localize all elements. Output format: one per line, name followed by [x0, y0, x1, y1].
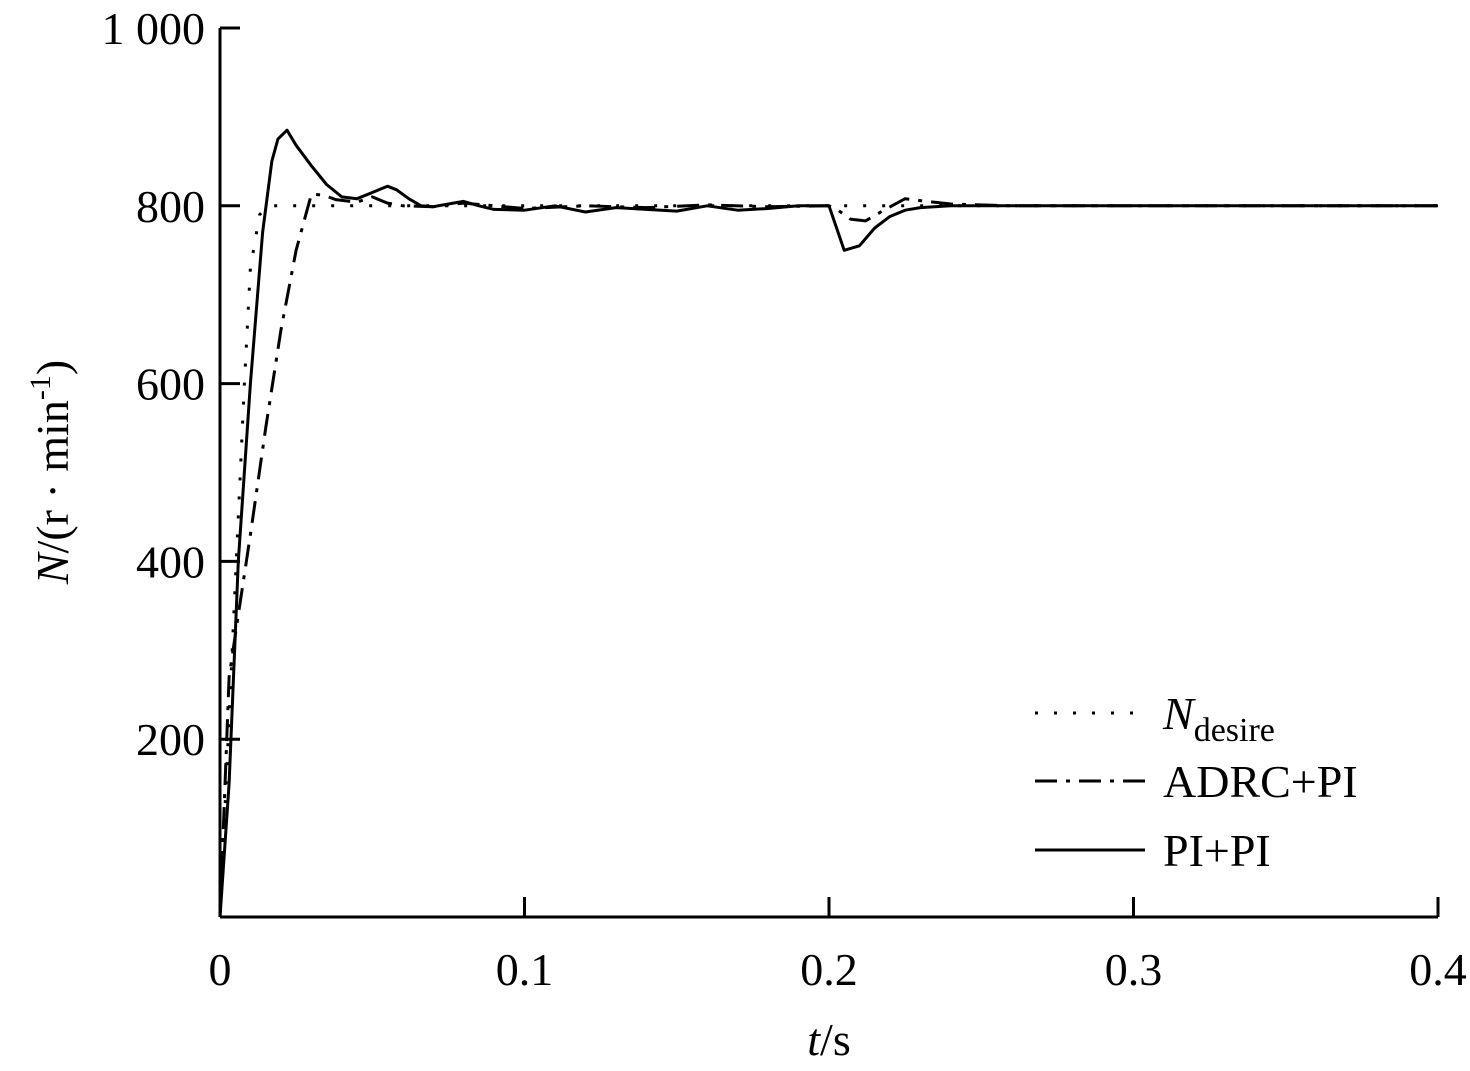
y-axis-label: N/(r · min-1): [24, 360, 78, 585]
x-axis-label: t/s: [807, 1014, 850, 1065]
y-tick-label: 800: [136, 181, 205, 232]
legend-label: Ndesire: [1162, 688, 1275, 749]
legend: Ndesire ADRC+PI PI+PI: [1035, 688, 1358, 876]
x-tick-label: 0.2: [800, 944, 858, 995]
x-tick-label: 0: [209, 944, 232, 995]
legend-label: ADRC+PI: [1163, 756, 1358, 807]
axis-labels: t/s N/(r · min-1): [24, 360, 851, 1065]
y-tick-label: 1 000: [102, 3, 206, 54]
y-tick-label: 400: [136, 536, 205, 587]
x-tick-label: 0.1: [496, 944, 554, 995]
series-line-2: [218, 128, 1438, 918]
x-tick-label: 0.4: [1409, 944, 1467, 995]
series-line-0: [218, 204, 1438, 918]
x-tick-label: 0.3: [1105, 944, 1163, 995]
series-line-1: [218, 192, 1438, 918]
y-tick-label: 200: [136, 714, 205, 765]
legend-label: PI+PI: [1163, 825, 1271, 876]
series-layer: [218, 128, 1438, 918]
y-tick-label: 600: [136, 359, 205, 410]
ticks: 0 0.1 0.2 0.3 0.4 200 400 600 800 1 000: [102, 3, 1467, 995]
